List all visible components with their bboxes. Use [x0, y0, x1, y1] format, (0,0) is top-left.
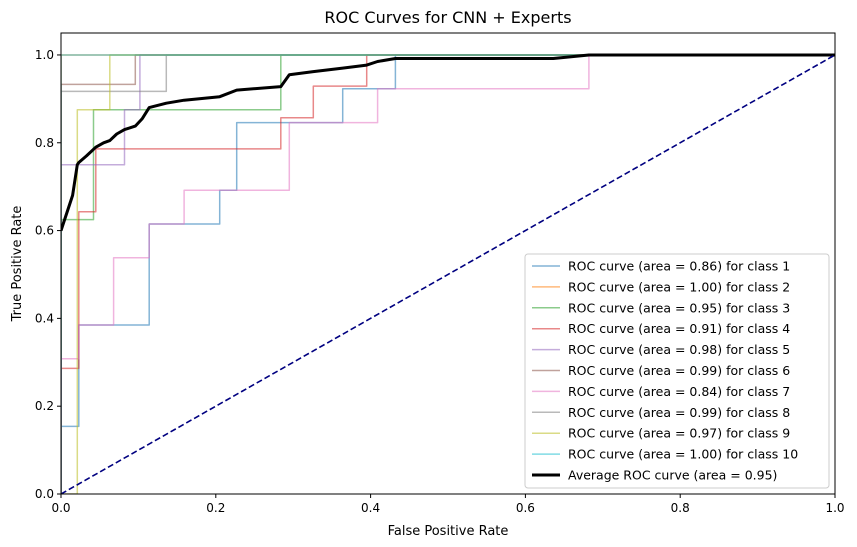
y-tick-label: 1.0 — [35, 48, 54, 62]
chart-title: ROC Curves for CNN + Experts — [324, 8, 571, 27]
y-tick-label: 0.2 — [35, 399, 54, 413]
legend: ROC curve (area = 0.86) for class 1 ROC c… — [524, 253, 830, 489]
roc-line-class-7 — [61, 54, 835, 494]
legend-entry-label: ROC curve (area = 0.84) for class 7 — [568, 384, 790, 399]
x-tick-label: 0.4 — [361, 501, 380, 515]
x-tick-label: 0.2 — [206, 501, 225, 515]
x-axis: 0.0 0.2 0.4 0.6 0.8 1.0 — [51, 494, 845, 515]
legend-entry-label: ROC curve (area = 1.00) for class 2 — [568, 279, 790, 294]
legend-entry-label: ROC curve (area = 0.86) for class 1 — [568, 259, 790, 274]
x-tick-label: 0.8 — [671, 501, 690, 515]
legend-box — [524, 253, 830, 489]
legend-entry-label: ROC curve (area = 0.99) for class 6 — [568, 363, 790, 378]
x-tick-label: 0.0 — [51, 501, 70, 515]
y-tick-label: 0.0 — [35, 487, 54, 501]
y-axis: 0.0 0.2 0.4 0.6 0.8 1.0 — [35, 48, 61, 501]
y-tick-label: 0.6 — [35, 224, 54, 238]
plot-frame — [60, 32, 836, 495]
average-roc-line — [61, 53, 835, 232]
chance-diagonal-line — [61, 54, 835, 494]
legend-entry-label: Average ROC curve (area = 0.95) — [568, 468, 777, 483]
x-tick-label: 0.6 — [516, 501, 535, 515]
plot-area — [61, 53, 835, 494]
legend-entry-label: ROC curve (area = 0.91) for class 4 — [568, 321, 790, 336]
x-tick-label: 1.0 — [825, 501, 844, 515]
x-axis-label: False Positive Rate — [388, 524, 509, 539]
legend-entry-label: ROC curve (area = 0.99) for class 8 — [568, 405, 790, 420]
y-tick-label: 0.8 — [35, 136, 54, 150]
legend-entry-label: ROC curve (area = 0.98) for class 5 — [568, 342, 790, 357]
y-axis-label: True Positive Rate — [10, 206, 25, 323]
y-tick-label: 0.4 — [35, 311, 54, 325]
legend-entry-label: ROC curve (area = 0.97) for class 9 — [568, 426, 790, 441]
legend-entry-label: ROC curve (area = 0.95) for class 3 — [568, 300, 790, 315]
roc-line-class-4 — [61, 54, 835, 494]
legend-entry-label: ROC curve (area = 1.00) for class 10 — [568, 447, 798, 462]
